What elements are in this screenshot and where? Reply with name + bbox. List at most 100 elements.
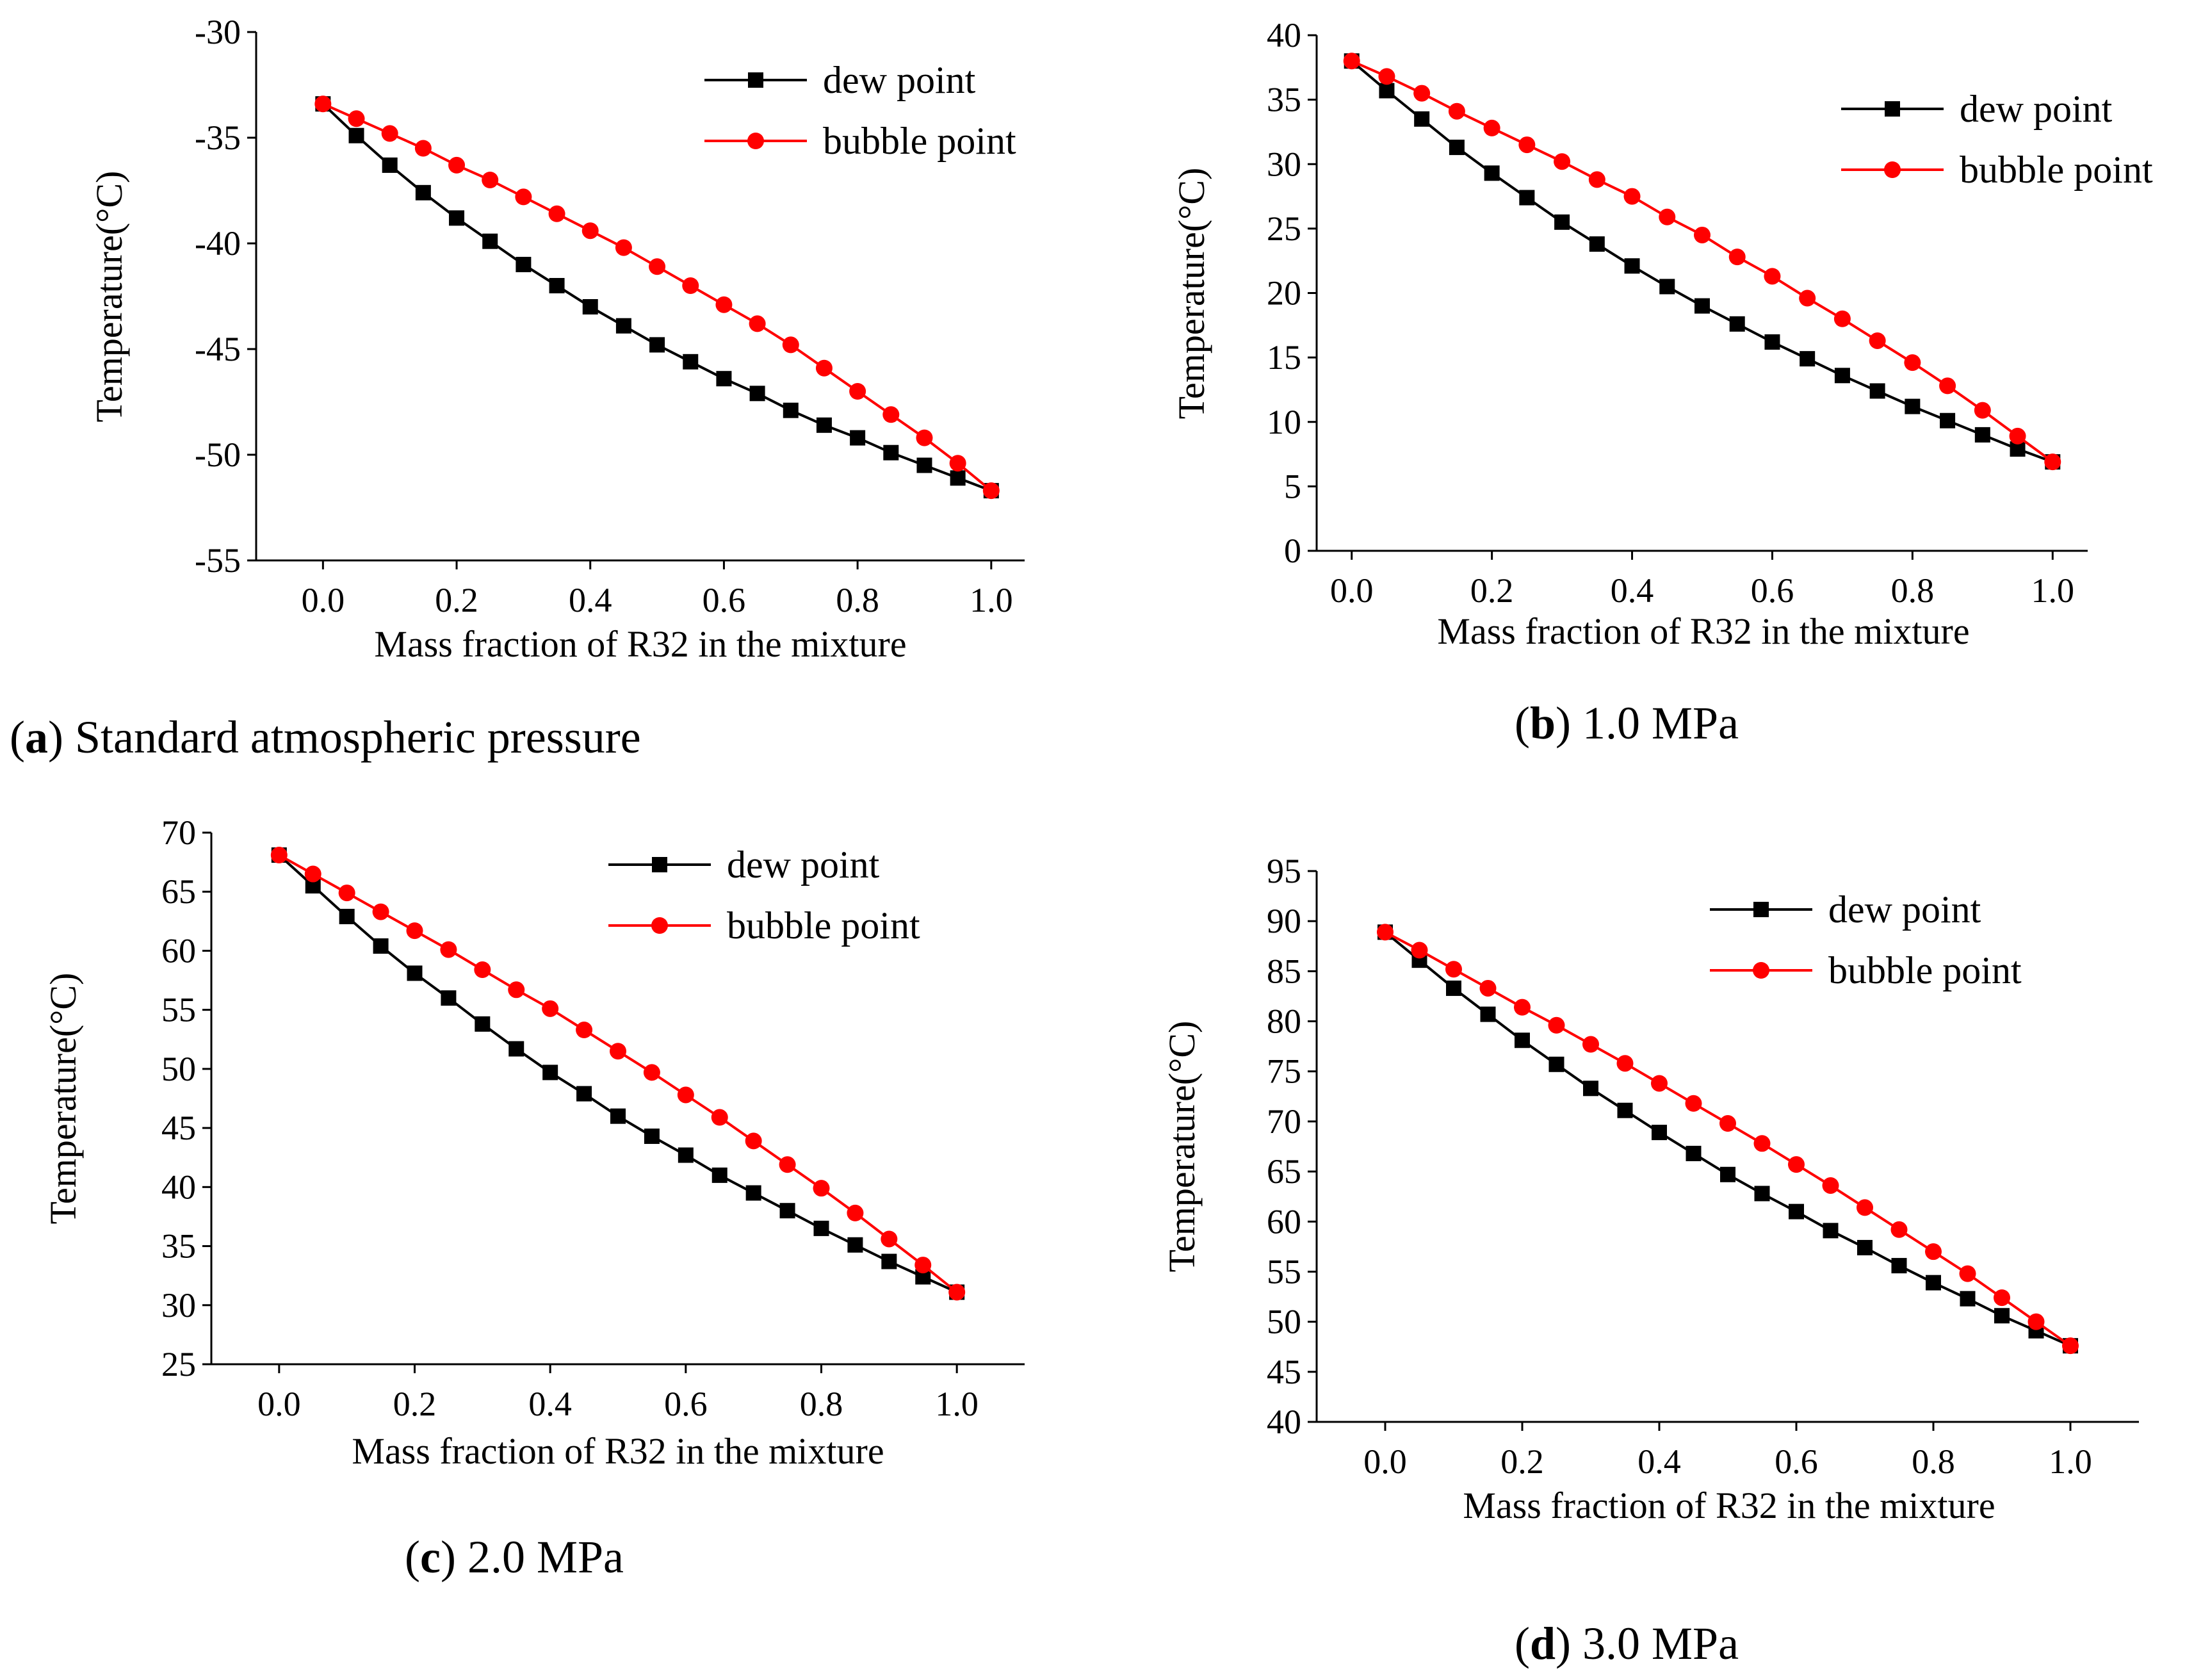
bubble-point-point [508,981,525,999]
caption-letter: c [420,1531,441,1583]
bubble-point-point [1343,53,1360,70]
dew-point-point [1480,1006,1496,1022]
bubble-point-point [1788,1156,1805,1173]
bubble-point-point [711,1109,728,1126]
dew-point-point [615,318,631,334]
y-tick-label: -30 [195,13,241,51]
y-tick-label: 50 [161,1050,196,1088]
bubble-point-point [372,903,389,920]
dew-point-point [1857,1239,1873,1255]
legend-dew-point-label: dew point [1960,88,2113,130]
y-tick-label: 40 [1267,1403,1301,1441]
bubble-point-point [1857,1199,1873,1216]
dew-point-point [881,1253,897,1269]
x-tick-label: 1.0 [970,581,1013,619]
dew-point-point [716,371,732,387]
bubble-point-point [849,383,866,400]
bubble-point-point [914,1257,932,1274]
dew-point-point [1652,1125,1667,1141]
dew-point-point [1686,1145,1702,1161]
y-tick-label: 25 [161,1345,196,1383]
bubble-point-point [1974,402,1991,419]
x-tick-label: 0.6 [664,1385,708,1423]
dew-point-point [1449,140,1465,156]
caption-letter: d [1530,1618,1556,1669]
dew-point-point [644,1129,660,1145]
bubble-point-point [270,847,288,864]
bubble-point-point [1833,310,1851,327]
dew-point-point [1729,316,1745,332]
dew-point-point [1823,1223,1839,1239]
caption-paren-close: ) [48,712,75,763]
bubble-point-point [813,1180,830,1197]
y-tick-label: 45 [161,1109,196,1147]
dew-point-point [950,470,966,486]
bubble-point-point [381,125,398,142]
bubble-point-point [1869,332,1886,349]
dew-point-point [1624,258,1640,274]
dew-point-point [449,210,465,226]
dew-point-point [1379,83,1395,99]
caption-paren-open: ( [10,712,25,763]
bubble-point-point [948,1284,966,1301]
y-tick-label: 30 [1267,145,1301,183]
bubble-point-point [314,95,332,113]
bubble-point-point [882,406,900,423]
legend-dew-point-label: dew point [727,844,880,886]
dew-point-point [348,127,364,143]
dew-point-point [1764,334,1780,350]
bubble-point-point [749,315,766,332]
y-tick-label: -55 [195,541,241,580]
bubble-point-point [576,1022,593,1039]
bubble-point-point [2062,1337,2079,1355]
bubble-point-point [1479,979,1497,997]
chart-a: -55 -50 -45 -40 -35 -30 0.0 0.2 0.4 0.6 0.8 1.0 Mass… [10,13,1025,763]
caption-text: 1.0 MPa [1582,697,1739,749]
y-tick-label: 55 [1267,1252,1301,1291]
y-tick-label: -40 [195,224,241,263]
dew-point-point [415,184,431,200]
legend-bubble-point-label: bubble point [727,904,920,947]
dew-point-point [516,257,532,272]
bubble-point-point [881,1230,898,1248]
x-tick-label: 1.0 [935,1385,979,1423]
y-tick-label: 85 [1267,952,1301,990]
y-tick-label: 65 [1267,1152,1301,1191]
y-tick-label: 50 [1267,1303,1301,1341]
bubble-point-point [1623,188,1641,205]
y-tick-label: 90 [1267,902,1301,940]
caption-paren-close: ) [1556,697,1582,749]
dew-point-point [1940,412,1956,428]
y-tick-label: 60 [1267,1202,1301,1241]
bubble-point-point [1890,1221,1908,1238]
bubble-point-point [682,277,699,294]
caption-text: 3.0 MPa [1582,1618,1739,1669]
bubble-point-point [1378,68,1395,85]
dew-point-point [508,1041,524,1057]
dew-point-point [1974,427,1990,443]
bubble-point-point [1685,1095,1702,1112]
bubble-point-point [982,482,1000,500]
y-tick-label: 35 [161,1227,196,1266]
bubble-point-point [916,429,933,446]
bubble-point-point [482,172,499,188]
caption-text: 2.0 MPa [467,1531,624,1583]
legend-bubble-point-label: bubble point [823,120,1016,162]
bubble-point-point [2044,453,2061,471]
dew-point-point [610,1108,626,1124]
bubble-point-point [1445,961,1462,978]
bubble-point-point [406,922,423,940]
bubble-point-point [1753,1135,1771,1152]
dew-point-point [1589,236,1605,252]
caption-paren-close: ) [441,1531,467,1583]
dew-point-point [339,908,355,924]
y-axis-label: Temperature(°C) [1161,1021,1203,1273]
chart-d: 40 45 50 55 60 65 70 75 80 85 90 95 0.0 0.2 0.4 0.6 0.8 1… [1161,852,2139,1669]
dew-point-point [1694,298,1710,314]
legend-bubble-point-marker [747,133,764,149]
y-tick-label: 5 [1284,467,1301,505]
dew-point-point [883,444,899,461]
x-axis-label: Mass fraction of R32 in the mixture [1437,610,1969,652]
legend-dew-point-marker [652,857,667,872]
x-tick-label: 0.8 [1891,571,1935,610]
